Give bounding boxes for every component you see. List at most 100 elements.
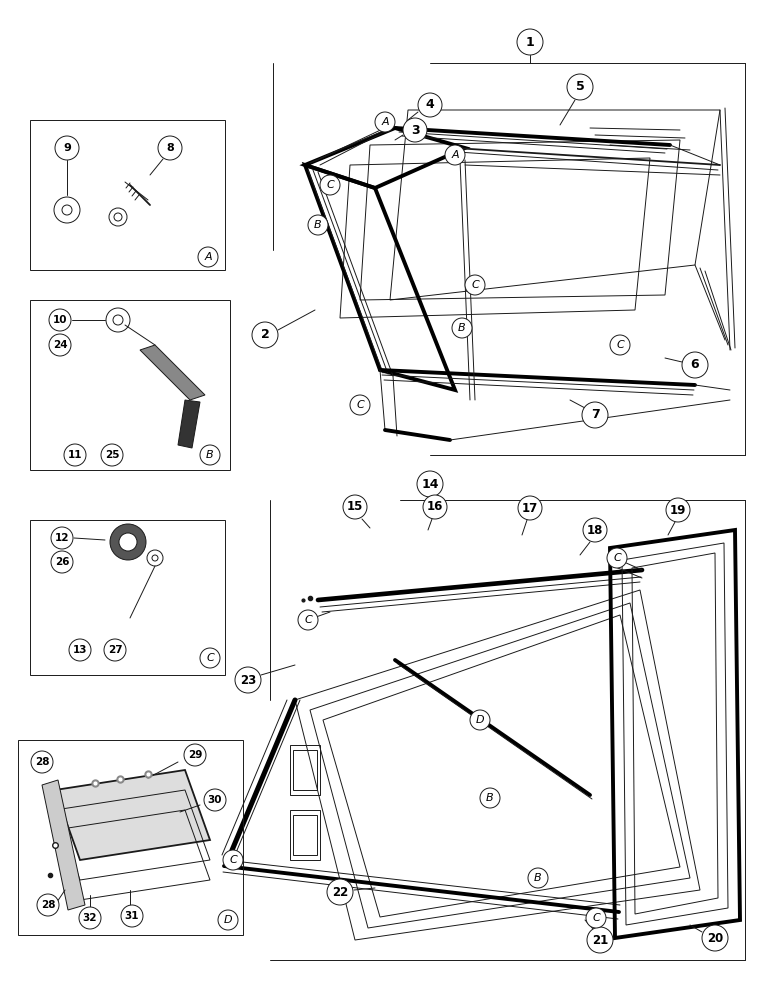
Circle shape	[666, 498, 690, 522]
Text: 4: 4	[425, 99, 435, 111]
Text: C: C	[592, 913, 600, 923]
Circle shape	[517, 29, 543, 55]
Bar	[18, 740, 243, 935]
Text: 12: 12	[55, 533, 69, 543]
Text: 26: 26	[55, 557, 69, 567]
Text: B: B	[206, 450, 214, 460]
Circle shape	[403, 118, 427, 142]
Circle shape	[235, 667, 261, 693]
Text: C: C	[613, 553, 621, 563]
Circle shape	[49, 309, 71, 331]
Bar	[30, 300, 230, 470]
Text: 28: 28	[35, 757, 49, 767]
Text: 15: 15	[347, 500, 363, 514]
Circle shape	[582, 402, 608, 428]
Text: 7: 7	[591, 408, 599, 422]
Circle shape	[702, 925, 728, 951]
Text: A: A	[204, 252, 212, 262]
Circle shape	[417, 471, 443, 497]
Circle shape	[465, 275, 485, 295]
Circle shape	[607, 548, 627, 568]
Circle shape	[445, 145, 465, 165]
Circle shape	[101, 444, 123, 466]
Circle shape	[200, 648, 220, 668]
Circle shape	[298, 610, 318, 630]
Circle shape	[327, 879, 353, 905]
Circle shape	[518, 496, 542, 520]
Circle shape	[51, 551, 73, 573]
Circle shape	[682, 352, 708, 378]
Polygon shape	[178, 400, 200, 448]
Circle shape	[204, 789, 226, 811]
Bar	[290, 745, 320, 795]
Circle shape	[350, 395, 370, 415]
Circle shape	[586, 908, 606, 928]
Circle shape	[200, 445, 220, 465]
Polygon shape	[140, 345, 205, 400]
Text: D: D	[224, 915, 232, 925]
Polygon shape	[55, 770, 210, 860]
Text: 5: 5	[576, 81, 584, 94]
Text: C: C	[356, 400, 364, 410]
Text: C: C	[304, 615, 312, 625]
Text: 28: 28	[41, 900, 56, 910]
Circle shape	[31, 751, 53, 773]
Polygon shape	[42, 780, 85, 910]
Text: 23: 23	[240, 674, 256, 686]
Circle shape	[55, 136, 79, 160]
Text: 24: 24	[52, 340, 67, 350]
Text: 22: 22	[332, 886, 348, 898]
Text: 2: 2	[261, 328, 269, 342]
Text: 30: 30	[208, 795, 222, 805]
Circle shape	[423, 495, 447, 519]
Circle shape	[343, 495, 367, 519]
Text: 1: 1	[526, 35, 534, 48]
Text: A: A	[381, 117, 389, 127]
Circle shape	[375, 112, 395, 132]
Circle shape	[37, 894, 59, 916]
Circle shape	[49, 334, 71, 356]
Circle shape	[218, 910, 238, 930]
Circle shape	[452, 318, 472, 338]
Text: 27: 27	[107, 645, 122, 655]
Text: A: A	[451, 150, 459, 160]
Text: 20: 20	[707, 932, 723, 944]
Text: 16: 16	[427, 500, 443, 514]
Text: 8: 8	[166, 143, 174, 153]
Text: C: C	[206, 653, 214, 663]
Circle shape	[198, 247, 218, 267]
Circle shape	[79, 907, 101, 929]
Circle shape	[64, 444, 86, 466]
Text: 32: 32	[83, 913, 97, 923]
Text: 17: 17	[522, 502, 538, 514]
Bar	[30, 120, 225, 270]
Text: 29: 29	[188, 750, 202, 760]
Text: 25: 25	[105, 450, 119, 460]
Circle shape	[104, 639, 126, 661]
Text: C: C	[229, 855, 237, 865]
Circle shape	[528, 868, 548, 888]
Circle shape	[119, 533, 137, 551]
Circle shape	[320, 175, 340, 195]
Text: 18: 18	[587, 524, 603, 536]
Circle shape	[51, 527, 73, 549]
Text: 14: 14	[422, 478, 438, 490]
Text: B: B	[314, 220, 322, 230]
Text: 19: 19	[670, 504, 686, 516]
Bar	[290, 810, 320, 860]
Text: B: B	[534, 873, 542, 883]
Text: 31: 31	[125, 911, 139, 921]
Circle shape	[308, 215, 328, 235]
Text: C: C	[471, 280, 479, 290]
Text: 9: 9	[63, 143, 71, 153]
Text: B: B	[459, 323, 466, 333]
Text: D: D	[476, 715, 484, 725]
Circle shape	[583, 518, 607, 542]
Circle shape	[418, 93, 442, 117]
Text: 6: 6	[691, 359, 699, 371]
Circle shape	[110, 524, 146, 560]
Text: C: C	[326, 180, 334, 190]
Circle shape	[252, 322, 278, 348]
Bar	[293, 815, 317, 855]
Circle shape	[587, 927, 613, 953]
